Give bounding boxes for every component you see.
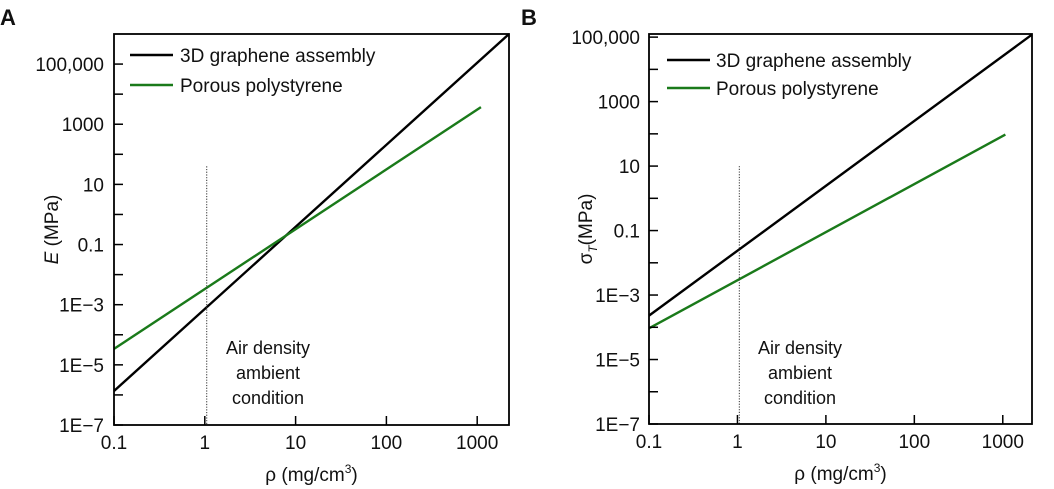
y-axis-label-subscript: T [586,244,600,253]
air-density-annotation: condition [764,388,836,408]
x-tick-label: 1000 [982,432,1024,453]
x-axis-label-superscript: 3 [345,462,352,476]
x-axis-label: ρ (mg/cm3) [265,462,357,486]
x-tick-label: 1 [200,433,211,454]
legend-label: 3D graphene assembly [716,51,912,72]
plot-frame [113,33,510,426]
y-tick-label: 1000 [598,93,640,114]
y-tick-label: 10 [83,175,104,196]
series-line-0 [648,33,1033,317]
x-tick-label: 0.1 [101,433,127,454]
x-axis-label-main: ρ (mg/cm [265,465,344,486]
x-axis-label-end: ) [351,465,357,486]
x-axis-label: ρ (mg/cm3) [794,461,886,485]
y-tick-label: 1E−7 [59,416,104,437]
air-density-annotation: Air density [758,338,842,358]
y-axis-label-unit: (MPa) [576,194,597,246]
legend-label: Porous polystyrene [716,79,879,100]
x-tick-label: 10 [285,433,306,454]
legend: 3D graphene assembly Porous polystyrene [667,51,912,100]
y-axis-label-symbol: σ [576,252,597,264]
x-axis-label-main: ρ (mg/cm [794,464,873,485]
y-axis-label: E (MPa) [42,195,63,265]
x-tick-label: 1000 [456,433,498,454]
y-tick-label: 1E−3 [595,286,640,307]
air-density-annotation: condition [232,388,304,408]
y-tick-label: 1000 [62,115,104,136]
y-tick-label: 10 [619,157,640,178]
air-density-annotation: Air density [226,338,310,358]
x-tick-label: 10 [815,432,836,453]
x-tick-label: 100 [898,432,930,453]
panel-a: A 0.1 1 10 100 1000 1E−7 1E−5 1E−3 0.1 10 1000 100,0… [0,5,510,486]
x-axis-label-end: ) [880,464,886,485]
legend-label: Porous polystyrene [180,76,343,97]
series-line-0 [113,33,510,392]
air-density-annotation: ambient [236,363,300,383]
y-tick-label: 1E−7 [595,415,640,436]
panel-letter: A [0,5,16,30]
panel-b: B 0.1 1 10 100 1000 1E−7 1E−5 1E−3 0.1 10 1000 100,0… [521,5,1033,485]
y-axis-label-unit: (MPa) [42,195,63,252]
y-tick-label: 0.1 [614,222,640,243]
y-tick-label: 1E−5 [59,356,104,377]
y-tick-label: 0.1 [78,236,104,257]
x-axis-label-superscript: 3 [874,461,881,475]
y-tick-label: 100,000 [571,28,640,49]
legend: 3D graphene assembly Porous polystyrene [130,46,376,97]
y-axis-label: σT(MPa) [576,194,600,265]
y-tick-label: 1E−5 [595,351,640,372]
plot-frame [648,33,1033,425]
y-tick-label: 1E−3 [59,296,104,317]
series-line-1 [648,133,1006,330]
series-line-1 [113,106,482,350]
y-axis-label-symbol: E [42,251,63,264]
x-tick-label: 0.1 [636,432,662,453]
panel-letter: B [521,5,537,30]
legend-label: 3D graphene assembly [180,46,376,67]
y-tick-label: 100,000 [35,55,104,76]
x-tick-label: 1 [732,432,743,453]
x-tick-label: 100 [371,433,403,454]
air-density-annotation: ambient [768,363,832,383]
